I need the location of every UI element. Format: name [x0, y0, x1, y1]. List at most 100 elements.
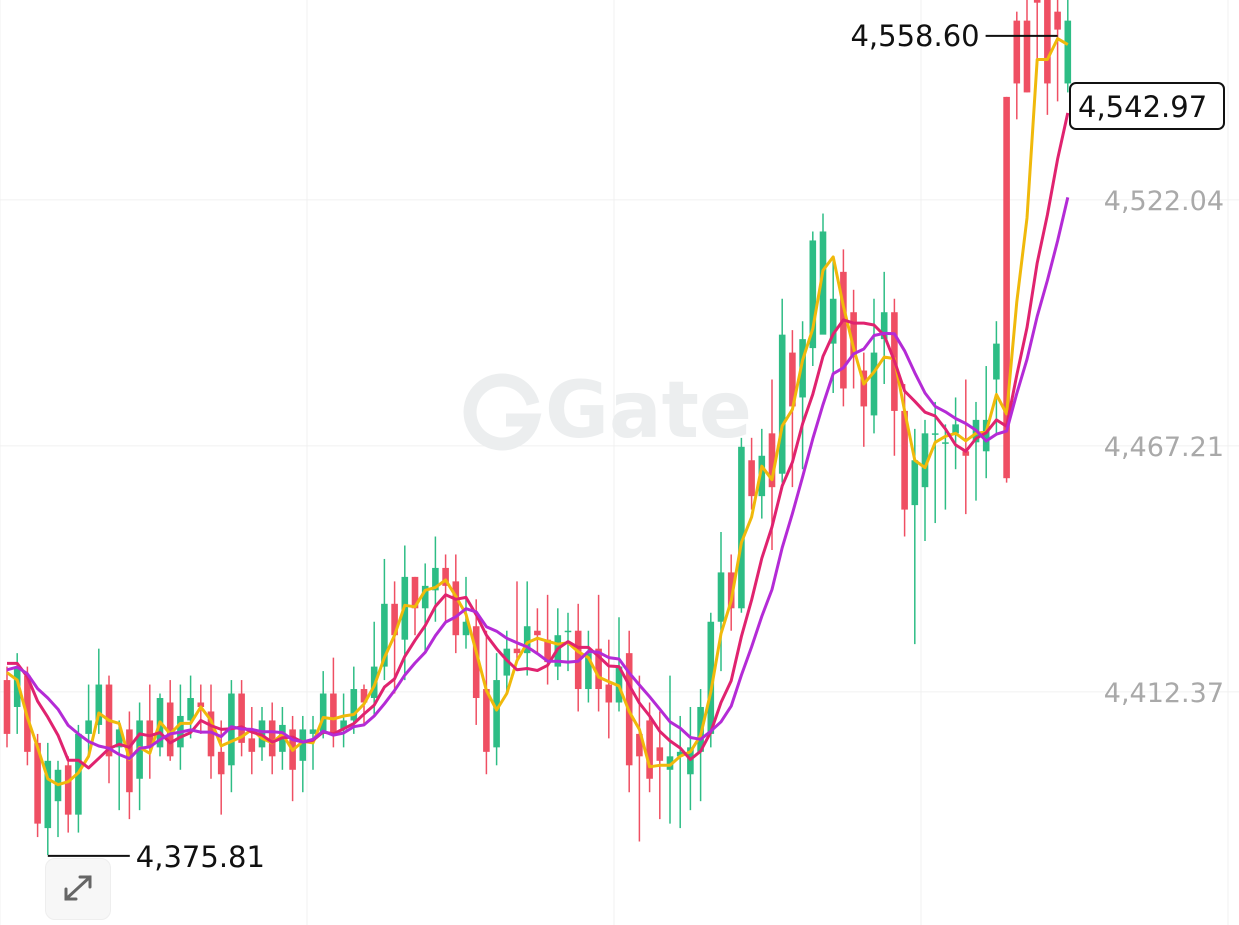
gate-logo-icon [463, 373, 542, 451]
candle [1013, 11, 1021, 120]
expand-arrows-icon [64, 875, 92, 901]
candle-body [605, 684, 613, 703]
candle [778, 298, 786, 483]
candle [1003, 96, 1010, 483]
candle [717, 532, 725, 672]
candle-body [778, 334, 786, 474]
candle-body [707, 621, 715, 734]
candle-body [636, 733, 643, 757]
y-tick-label: 4,412.37 [1104, 678, 1224, 709]
candle-body [483, 689, 490, 752]
candle-body [727, 572, 735, 609]
candle-body [982, 419, 990, 452]
candle [54, 760, 62, 838]
candle [64, 756, 72, 833]
candle-body [421, 585, 429, 609]
gate-watermark: Gate [545, 366, 752, 456]
candle [228, 680, 235, 793]
candle [972, 401, 980, 501]
candle [1033, 0, 1041, 66]
candle-body [799, 339, 806, 398]
candle [289, 715, 296, 802]
y-axis: 4,522.04 4,467.21 4,412.37 [1104, 186, 1224, 709]
candle-body [534, 630, 541, 636]
candle [1064, 0, 1072, 93]
candle [860, 352, 868, 447]
candle [166, 680, 174, 761]
candle-body [523, 626, 531, 654]
candle [809, 231, 817, 367]
candle-body [126, 729, 133, 793]
candle [676, 715, 684, 829]
candle-body [880, 312, 888, 340]
candle-body [268, 720, 276, 757]
candle [534, 608, 541, 654]
candle [870, 298, 878, 434]
candle-body [513, 648, 521, 654]
candle-body [299, 729, 307, 761]
candle [187, 675, 194, 739]
candle-body [166, 702, 174, 757]
candle [982, 366, 990, 479]
candle-body [911, 460, 919, 506]
candle [299, 715, 307, 793]
candle-body [115, 729, 123, 748]
candle-body [789, 352, 796, 407]
candle-body [1054, 11, 1061, 30]
candle-body [829, 298, 837, 344]
candle-body [187, 698, 194, 721]
candle [840, 249, 847, 407]
candle [829, 258, 837, 393]
candle [993, 321, 1000, 434]
candle-body [207, 711, 215, 757]
candle-body [1003, 96, 1010, 479]
candle [452, 554, 460, 654]
candle-body [840, 271, 847, 389]
candle [95, 648, 103, 734]
candle-body [13, 666, 21, 707]
candle-body [381, 603, 388, 667]
candle-body [921, 433, 929, 488]
candle [931, 401, 939, 524]
candle [136, 702, 143, 811]
candle-body [942, 442, 949, 444]
candle-body [656, 747, 664, 761]
candle [268, 702, 276, 775]
expand-button[interactable] [45, 858, 111, 920]
candle [707, 612, 715, 748]
candle-body [1064, 20, 1072, 84]
candle-body [452, 581, 460, 636]
candle [1054, 0, 1061, 102]
high-price-label: 4,558.60 [850, 19, 979, 53]
candle [238, 680, 245, 757]
last-price-label: 4,542.97 [1078, 90, 1207, 124]
candle-body [646, 720, 653, 779]
candle-body [391, 603, 398, 636]
candle-body [768, 433, 776, 488]
candle-body [952, 424, 959, 434]
candle [738, 437, 745, 613]
candle [3, 666, 11, 748]
candle-body [1033, 0, 1041, 3]
candle-body [819, 231, 827, 335]
candle [911, 428, 919, 645]
candle-body [44, 760, 52, 829]
candle [126, 711, 133, 820]
candle [523, 581, 531, 676]
candle [962, 379, 970, 515]
candle [585, 630, 592, 703]
candle [819, 213, 827, 335]
candle [1023, 0, 1031, 93]
candle-body [564, 630, 572, 633]
candle-body [595, 648, 602, 690]
candle-body [309, 729, 317, 734]
candle-body [993, 343, 1000, 380]
candle-body [432, 567, 439, 591]
candle [44, 742, 52, 856]
candle-body [85, 720, 92, 734]
candle-body [1023, 20, 1031, 93]
candle-body [411, 576, 419, 609]
